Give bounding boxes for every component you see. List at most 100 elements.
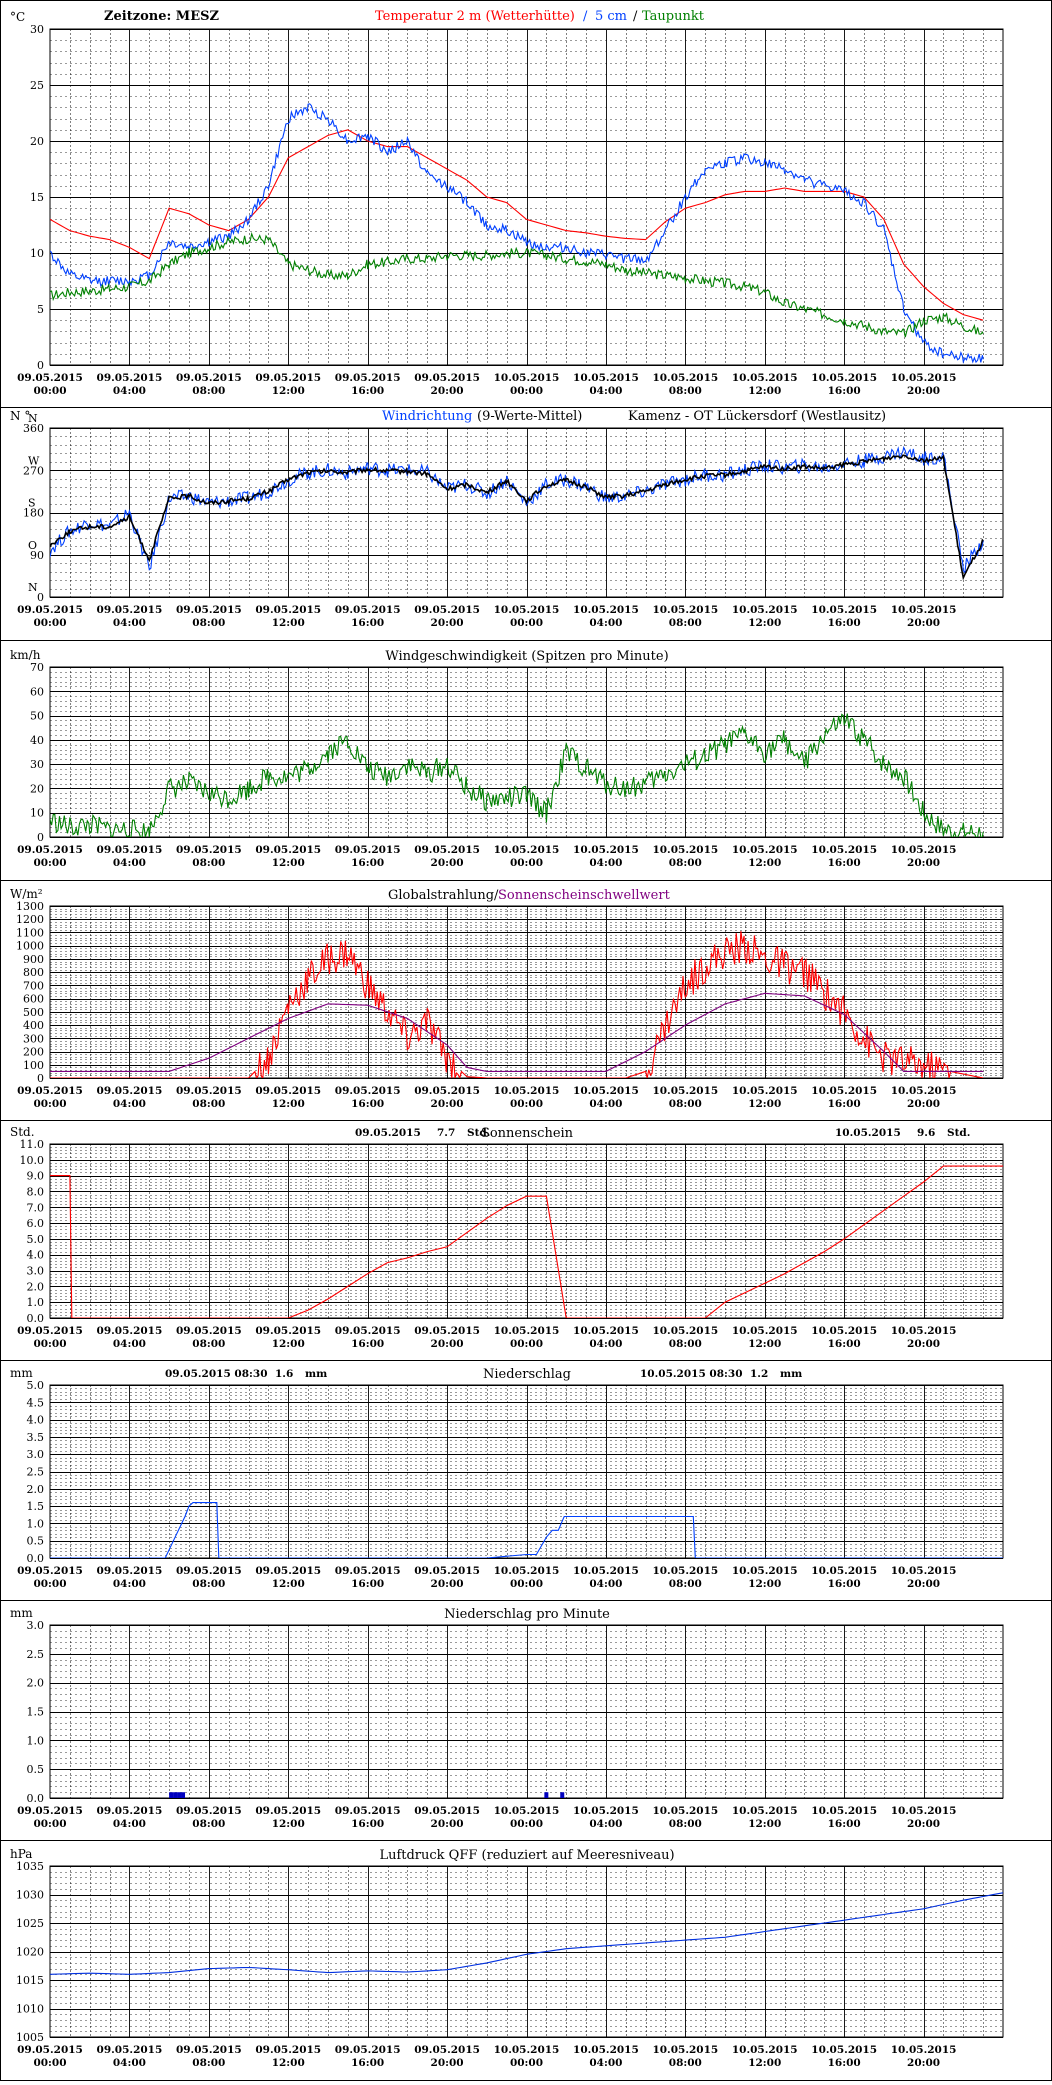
x-tick-time: 00:00 xyxy=(510,617,543,629)
title-separator: / xyxy=(583,9,588,24)
y-unit-label: W/m² xyxy=(10,887,43,901)
x-tick-time: 12:00 xyxy=(748,385,781,397)
chart-title: Niederschlag xyxy=(483,1367,571,1382)
x-tick-time: 16:00 xyxy=(351,857,384,869)
y-tick-label: 15 xyxy=(30,191,44,204)
x-tick-time: 04:00 xyxy=(589,857,622,869)
x-tick-date: 10.05.2015 xyxy=(732,1085,798,1097)
precip-minute-bar xyxy=(560,1792,565,1798)
x-tick-date: 09.05.2015 xyxy=(335,1565,401,1577)
x-tick-time: 04:00 xyxy=(113,1098,146,1110)
x-tick-time: 16:00 xyxy=(351,1338,384,1350)
series-line-sonnenscheinschwellwert xyxy=(50,992,984,1072)
y-tick-label: 1030 xyxy=(16,1889,44,1902)
x-tick-date: 09.05.2015 xyxy=(335,1325,401,1337)
x-tick-date: 10.05.2015 xyxy=(494,604,560,616)
x-tick-time: 12:00 xyxy=(748,857,781,869)
x-tick-time: 12:00 xyxy=(272,857,305,869)
x-tick-date: 09.05.2015 xyxy=(255,1085,321,1097)
x-tick-time: 08:00 xyxy=(192,1818,225,1830)
precip-minute-bar xyxy=(173,1792,178,1798)
x-tick-time: 00:00 xyxy=(33,1818,66,1830)
x-tick-time: 20:00 xyxy=(431,1098,464,1110)
x-tick-time: 08:00 xyxy=(192,1578,225,1590)
y-tick-label: 1200 xyxy=(16,913,44,926)
x-tick-date: 09.05.2015 xyxy=(97,2044,163,2056)
x-tick-time: 12:00 xyxy=(272,1818,305,1830)
x-tick-time: 04:00 xyxy=(589,1098,622,1110)
y-tick-label: 30 xyxy=(30,758,44,771)
x-tick-date: 10.05.2015 xyxy=(891,844,957,856)
x-tick-time: 20:00 xyxy=(431,2057,464,2069)
y-tick-label: 90 xyxy=(30,549,44,562)
x-tick-date: 09.05.2015 xyxy=(335,1805,401,1817)
y-tick-label: 400 xyxy=(23,1019,44,1032)
x-tick-time: 08:00 xyxy=(669,385,702,397)
x-tick-time: 04:00 xyxy=(589,617,622,629)
x-tick-date: 10.05.2015 xyxy=(732,2044,798,2056)
x-tick-time: 00:00 xyxy=(510,2057,543,2069)
y-tick-label: 7.0 xyxy=(27,1201,45,1214)
x-tick-date: 09.05.2015 xyxy=(17,1325,83,1337)
x-tick-time: 00:00 xyxy=(510,857,543,869)
x-tick-time: 00:00 xyxy=(510,1338,543,1350)
x-tick-time: 12:00 xyxy=(748,1578,781,1590)
y-unit-label: km/h xyxy=(10,648,41,662)
x-tick-time: 12:00 xyxy=(272,385,305,397)
y-unit-label: mm xyxy=(10,1606,33,1620)
x-tick-time: 04:00 xyxy=(589,1338,622,1350)
day-total-value: 9.6 xyxy=(917,1127,935,1139)
y-tick-label: 30 xyxy=(30,23,44,36)
series-line-temperatur-2-m-wetterh-tte- xyxy=(50,129,984,321)
plot-area xyxy=(49,1143,1004,1319)
x-tick-date: 10.05.2015 xyxy=(652,1085,718,1097)
compass-label: W xyxy=(28,454,40,467)
x-tick-time: 04:00 xyxy=(113,617,146,629)
x-tick-time: 08:00 xyxy=(192,385,225,397)
chart-title: Sonnenschein xyxy=(481,1126,574,1141)
x-tick-date: 09.05.2015 xyxy=(176,1805,242,1817)
x-tick-date: 10.05.2015 xyxy=(811,372,877,384)
x-tick-date: 09.05.2015 xyxy=(176,844,242,856)
x-tick-date: 09.05.2015 xyxy=(17,1805,83,1817)
y-tick-label: 0 xyxy=(37,359,44,372)
x-tick-time: 20:00 xyxy=(907,1098,940,1110)
x-tick-time: 20:00 xyxy=(907,617,940,629)
x-tick-date: 10.05.2015 xyxy=(573,1565,639,1577)
x-tick-date: 09.05.2015 xyxy=(97,604,163,616)
x-tick-time: 08:00 xyxy=(192,2057,225,2069)
y-tick-label: 1015 xyxy=(16,1974,44,1987)
y-tick-label: 0.0 xyxy=(27,1792,45,1805)
y-tick-label: 5.0 xyxy=(27,1233,45,1246)
y-tick-label: 900 xyxy=(23,953,44,966)
x-tick-time: 08:00 xyxy=(669,617,702,629)
title-5cm: 5 cm xyxy=(595,9,627,24)
plot-area xyxy=(49,1624,1004,1799)
series-line-sonnenschein xyxy=(50,1165,1003,1318)
y-tick-label: 40 xyxy=(30,734,44,747)
x-tick-time: 08:00 xyxy=(192,1338,225,1350)
x-tick-date: 09.05.2015 xyxy=(255,372,321,384)
y-tick-label: 4.5 xyxy=(27,1396,45,1409)
y-tick-label: 2.0 xyxy=(27,1280,45,1293)
chart-title: Luftdruck QFF (reduziert auf Meeresnivea… xyxy=(379,1848,674,1863)
y-tick-label: 1100 xyxy=(16,926,44,939)
x-tick-time: 16:00 xyxy=(828,857,861,869)
y-tick-label: 0 xyxy=(37,1072,44,1085)
series-line-luftdruck-qff xyxy=(50,1892,1003,1975)
y-tick-label: 600 xyxy=(23,993,44,1006)
x-tick-date: 09.05.2015 xyxy=(255,604,321,616)
x-tick-time: 08:00 xyxy=(669,1098,702,1110)
y-tick-label: 1.0 xyxy=(27,1734,45,1747)
x-tick-date: 09.05.2015 xyxy=(17,844,83,856)
x-tick-time: 20:00 xyxy=(907,1578,940,1590)
y-tick-label: 1005 xyxy=(16,2031,44,2044)
plot-area xyxy=(49,666,1004,838)
x-tick-time: 16:00 xyxy=(828,1338,861,1350)
y-tick-label: 2.5 xyxy=(27,1648,45,1661)
y-tick-label: 800 xyxy=(23,966,44,979)
x-tick-date: 09.05.2015 xyxy=(335,1085,401,1097)
y-tick-label: 0 xyxy=(37,591,44,604)
